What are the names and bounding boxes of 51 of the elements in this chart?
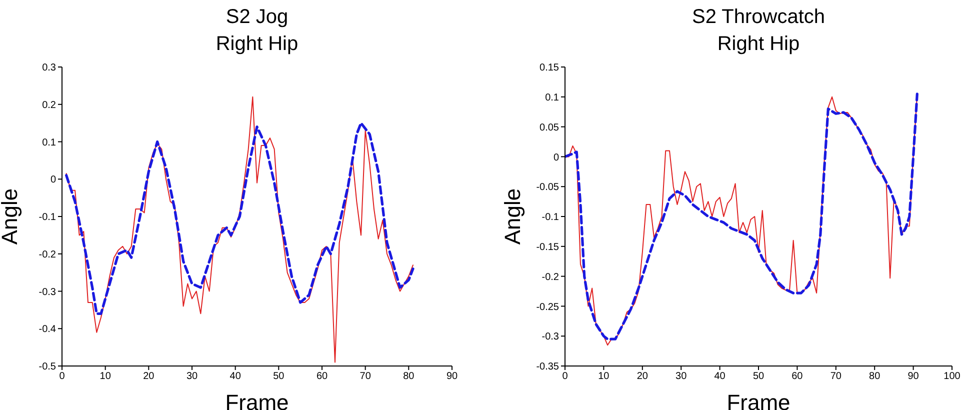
x-tick-label: 30	[186, 371, 198, 382]
y-tick-label: -0.5	[38, 362, 56, 373]
x-tick-label: 30	[676, 371, 688, 382]
y-tick-label: 0.1	[545, 92, 560, 104]
x-tick-label: 90	[908, 371, 920, 382]
y-tick-label: -0.05	[536, 182, 560, 194]
x-tick-label: 60	[792, 371, 804, 382]
y-tick-label: -0.1	[542, 212, 560, 224]
y-tick-label: -0.3	[38, 286, 56, 298]
y-tick-label: -0.2	[38, 249, 56, 260]
y-tick-label: 0	[553, 152, 560, 164]
x-tick-label: 20	[636, 371, 648, 382]
y-tick-label: 0.1	[42, 137, 56, 148]
y-tick-label: -0.1	[38, 212, 56, 224]
x-tick-label: 50	[752, 371, 764, 382]
x-axis-title: Frame	[225, 390, 289, 410]
x-tick-label: 70	[830, 371, 842, 382]
y-tick-label: 0.3	[42, 62, 56, 74]
chart-title: S2 Throwcatch	[690, 5, 826, 30]
chart-subtitle: Right Hip	[214, 32, 300, 57]
x-tick-label: 10	[598, 371, 610, 382]
y-axis-title: Angle	[500, 188, 525, 245]
y-tick-label: 0	[50, 174, 56, 186]
x-tick-label: 100	[944, 371, 961, 382]
y-tick-label: -0.4	[38, 324, 56, 336]
x-tick-label: 20	[143, 371, 155, 382]
y-tick-label: -0.35	[536, 362, 560, 373]
x-tick-label: 70	[360, 371, 372, 382]
x-tick-label: 10	[100, 371, 112, 382]
x-tick-label: 40	[714, 371, 726, 382]
line-series	[65, 122, 414, 315]
y-tick-label: 0.15	[540, 62, 560, 74]
line-series	[66, 96, 414, 363]
x-tick-label: 80	[403, 371, 415, 382]
x-tick-label: 60	[316, 371, 328, 382]
x-tick-label: 80	[869, 371, 881, 382]
y-tick-label: -0.2	[542, 272, 560, 283]
x-tick-label: 0	[59, 371, 66, 382]
y-tick-label: 0.05	[540, 122, 560, 134]
y-tick-label: -0.15	[536, 242, 560, 253]
x-axis-title: Frame	[726, 390, 790, 410]
x-tick-label: 0	[562, 371, 568, 382]
chart-subtitle: Right Hip	[716, 32, 801, 57]
x-tick-label: 90	[446, 371, 458, 382]
y-axis-title: Angle	[0, 188, 22, 245]
x-tick-label: 40	[230, 371, 242, 382]
x-tick-label: 50	[273, 371, 285, 382]
y-tick-label: -0.3	[542, 332, 560, 343]
y-tick-label: 0.2	[42, 100, 56, 111]
y-tick-label: -0.25	[536, 302, 560, 313]
chart-title: S2 Jog	[224, 5, 290, 30]
